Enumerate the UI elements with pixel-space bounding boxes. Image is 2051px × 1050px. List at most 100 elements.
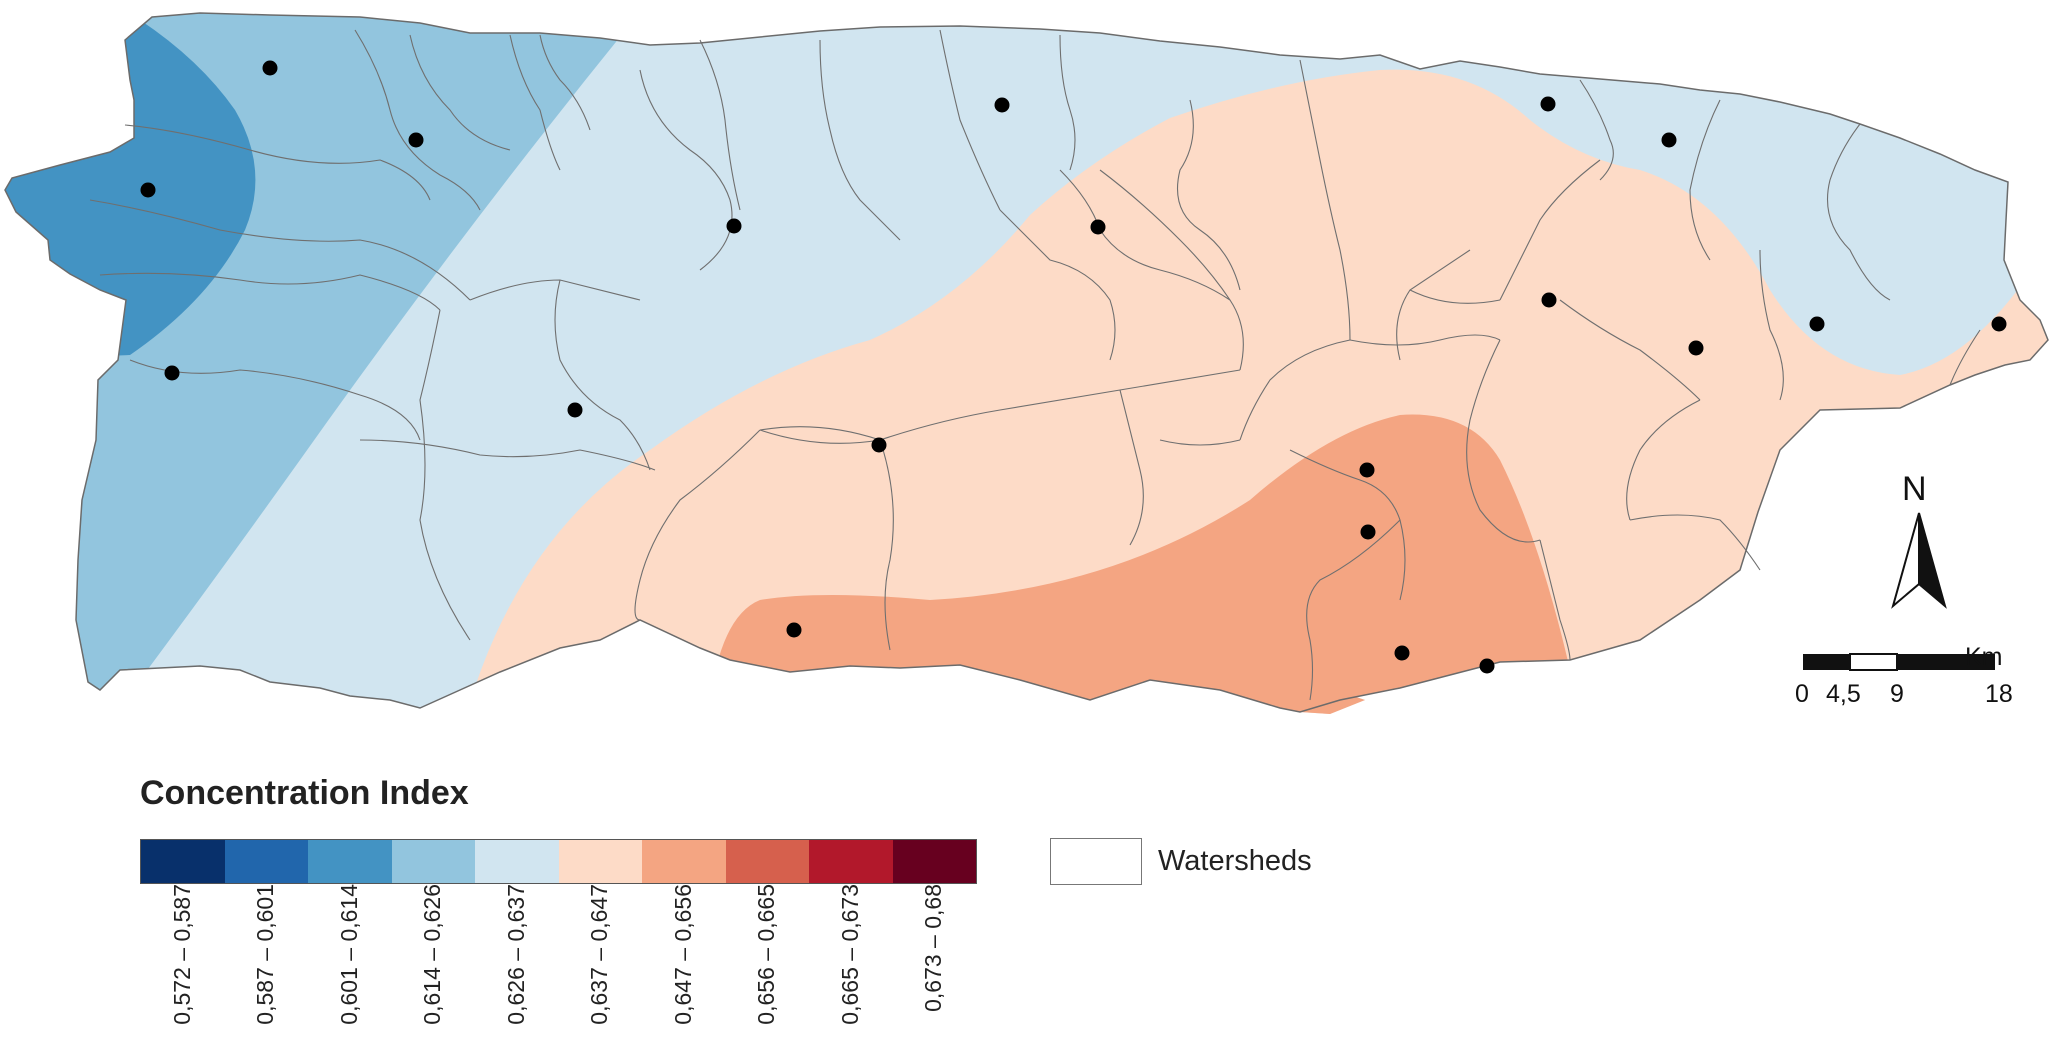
concentration-zones <box>5 13 2048 714</box>
legend-swatch <box>558 840 642 883</box>
station-point <box>871 437 887 453</box>
watershed-boundary <box>1559 299 1701 401</box>
legend-class-labels: 0,572 – 0,587 0,587 – 0,601 0,601 – 0,614 0… <box>140 884 977 1044</box>
watershed-boundary <box>1826 123 1891 301</box>
legend-swatch <box>892 840 976 883</box>
watershed-boundary <box>1759 249 1784 401</box>
legend-class-label: 0,601 – 0,614 <box>335 884 362 1025</box>
watershed-boundary <box>1289 449 1406 601</box>
legend-class-label: 0,665 – 0,673 <box>836 884 863 1025</box>
watershed-boundary <box>419 309 471 641</box>
watershed-boundary <box>1579 79 1614 181</box>
scale-tick-2: 9 <box>1890 680 1904 708</box>
legend-class-label: 0,637 – 0,647 <box>586 884 613 1025</box>
watershed-boundary <box>759 426 881 441</box>
scale-bar <box>1803 653 1995 671</box>
watershed-boundary <box>1409 289 1501 304</box>
watershed-boundary <box>1499 159 1601 301</box>
legend-class-label: 0,614 – 0,626 <box>419 884 446 1025</box>
legend-title: Concentration Index <box>140 774 469 812</box>
legend-class-label: 0,572 – 0,587 <box>168 884 195 1025</box>
scale-tick-0: 0 <box>1795 680 1809 708</box>
watershed-boundary <box>1119 389 1144 546</box>
station-point <box>1661 132 1677 148</box>
north-label: N <box>1902 470 1927 508</box>
watershed-boundary <box>1539 539 1571 661</box>
station-point <box>786 622 802 638</box>
watershed-boundaries <box>89 29 1981 701</box>
watershed-boundary <box>1099 169 1244 371</box>
watershed-boundary <box>129 359 421 441</box>
station-point <box>1479 658 1495 674</box>
station-point <box>726 218 742 234</box>
station-point <box>1809 316 1825 332</box>
legend-class-label: 0,587 – 0,601 <box>252 884 279 1025</box>
station-point <box>567 402 583 418</box>
legend-swatch <box>809 840 893 883</box>
watershed-boundary <box>1629 514 1761 571</box>
station-point <box>1360 524 1376 540</box>
watershed-boundary <box>539 34 591 131</box>
watershed-boundary <box>509 34 561 171</box>
legend-swatch <box>475 840 559 883</box>
watershed-boundary <box>1299 59 1351 341</box>
legend-swatch <box>642 840 726 883</box>
watershed-boundary <box>1466 339 1541 543</box>
legend-swatch <box>224 840 308 883</box>
watershed-boundary <box>1626 399 1701 521</box>
watershed-boundary <box>554 279 651 471</box>
watershed-boundary <box>879 439 894 651</box>
station-point <box>164 365 180 381</box>
legend-swatch <box>391 840 475 883</box>
scale-tick-3: 18 <box>1985 680 2013 708</box>
station-point <box>994 97 1010 113</box>
watershed-boundary <box>819 39 901 241</box>
station-point <box>1991 316 2007 332</box>
watershed-boundary <box>1349 334 1501 346</box>
watershed-boundary <box>1059 34 1076 171</box>
legend-class-label: 0,673 – 0,68 <box>920 884 947 1012</box>
legend-swatch <box>308 840 392 883</box>
watershed-boundary <box>699 39 741 211</box>
watershed-boundary <box>89 199 471 301</box>
rain-stations <box>140 60 2007 674</box>
station-point <box>1359 462 1375 478</box>
legend-swatch <box>141 840 225 883</box>
watershed-boundary <box>759 369 1241 444</box>
station-point <box>1090 219 1106 235</box>
watershed-boundary <box>354 29 481 211</box>
legend-swatch <box>725 840 809 883</box>
watershed-boundary <box>1159 439 1241 446</box>
station-point <box>262 60 278 76</box>
island-outline <box>4 12 2049 713</box>
watershed-boundary <box>999 209 1116 361</box>
watershed-boundary <box>1949 329 1981 386</box>
north-arrow-icon <box>1891 512 1947 609</box>
station-point <box>140 182 156 198</box>
scale-unit: Km <box>1965 643 2003 671</box>
watershed-boundary <box>359 439 656 471</box>
watershed-boundary <box>124 124 431 201</box>
legend-class-label: 0,626 – 0,637 <box>502 884 529 1025</box>
watershed-boundary <box>634 429 761 621</box>
watersheds-legend-label: Watersheds <box>1158 845 1312 877</box>
station-point <box>1541 292 1557 308</box>
watershed-boundary <box>1306 519 1401 701</box>
watershed-boundary <box>1059 169 1231 301</box>
watershed-boundary <box>639 69 733 271</box>
station-point <box>1394 645 1410 661</box>
watershed-boundary <box>1176 99 1241 291</box>
station-point <box>1688 340 1704 356</box>
watershed-boundary <box>409 34 511 151</box>
legend-color-bar <box>140 839 977 884</box>
station-point <box>408 132 424 148</box>
scale-tick-1: 4,5 <box>1826 680 1861 708</box>
watersheds-legend-swatch <box>1050 838 1142 885</box>
watershed-boundary <box>1689 99 1721 261</box>
legend-class-label: 0,647 – 0,656 <box>669 884 696 1025</box>
watershed-boundary <box>99 272 441 311</box>
watershed-boundary <box>1239 339 1351 441</box>
legend-class-label: 0,656 – 0,665 <box>753 884 780 1025</box>
station-point <box>1540 96 1556 112</box>
